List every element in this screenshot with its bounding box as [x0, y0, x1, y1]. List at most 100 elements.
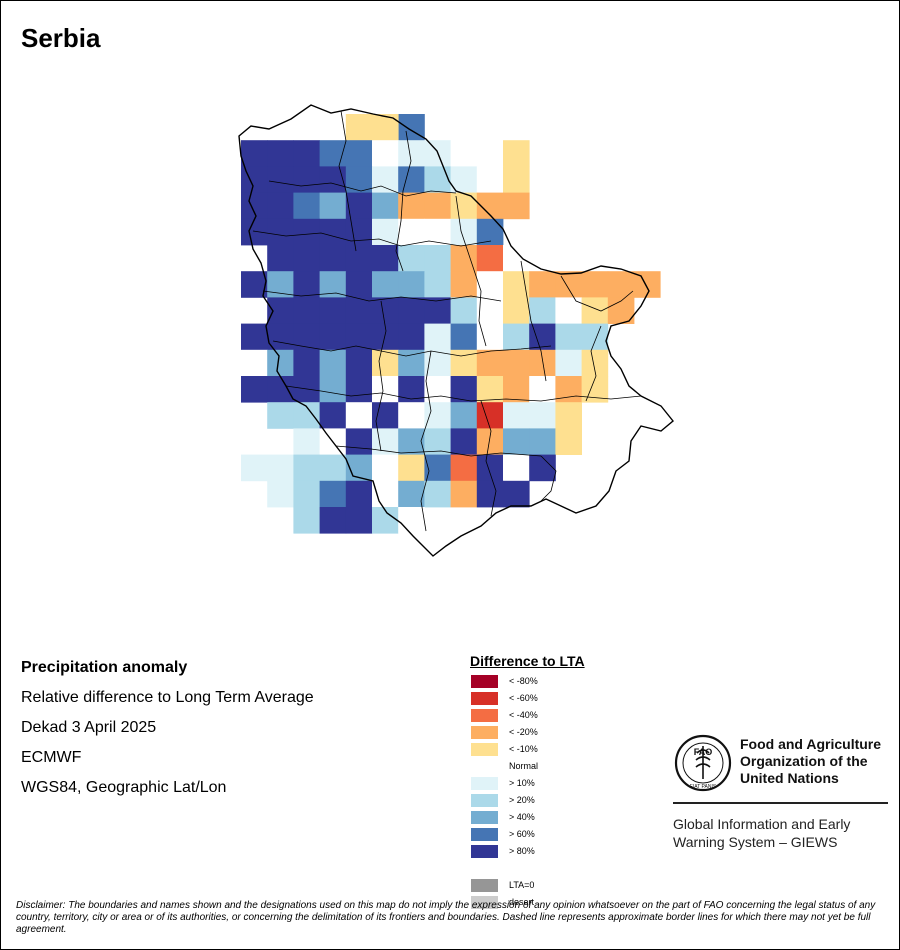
grid-cell [241, 218, 268, 246]
boundary-11 [375, 300, 387, 452]
grid-cell [529, 297, 556, 324]
grid-cell [503, 349, 530, 377]
grid-cell [372, 245, 399, 272]
legend-label: > 60% [509, 829, 535, 839]
grid-cell [398, 218, 425, 246]
map-title: Serbia [21, 23, 101, 53]
grid-cell [529, 349, 556, 377]
legend-item [470, 860, 620, 877]
grid-cell [424, 166, 451, 193]
grid-cell [241, 454, 268, 482]
grid-cell [607, 271, 635, 298]
legend-label: < -80% [509, 676, 538, 686]
grid-cell [555, 323, 582, 351]
grid-cell [293, 349, 320, 377]
grid-cell [267, 297, 294, 324]
grid-cell [398, 507, 425, 534]
grid-cell [476, 376, 504, 403]
legend-label: LTA=0 [509, 880, 535, 890]
grid-cell [319, 376, 347, 403]
grid-cell [345, 402, 373, 429]
grid-cell [241, 166, 268, 193]
boundary-13 [335, 445, 542, 457]
grid-cell [450, 192, 478, 220]
grid-cell [529, 402, 556, 429]
grid-cell [293, 454, 320, 482]
grid-cell [476, 349, 504, 377]
grid-cell [267, 454, 294, 482]
boundary-12 [420, 350, 432, 532]
grid-cell [555, 428, 582, 455]
grid-cell [424, 297, 451, 324]
grid-cell [319, 323, 347, 351]
grid-cell [267, 218, 294, 246]
grid-cell [372, 271, 399, 298]
legend-title: Difference to LTA [470, 653, 585, 669]
legend-swatch [471, 828, 498, 841]
grid-cell [450, 428, 478, 455]
grid-cell [267, 245, 294, 272]
grid-cell [345, 323, 373, 351]
grid-cell [345, 166, 373, 193]
grid-cell [398, 428, 425, 455]
grid-cell [293, 297, 320, 324]
grid-cell [319, 140, 347, 167]
legend-swatch [471, 743, 498, 756]
grid-cell [503, 271, 530, 298]
grid-cell [529, 376, 556, 403]
grid-cell [293, 323, 320, 351]
boundary-3 [338, 110, 357, 252]
grid-cell [372, 376, 399, 403]
grid-cell [476, 245, 504, 272]
legend: Difference to LTA < -80% < -60% < -40% < -2… [470, 653, 620, 911]
grid-cell [503, 140, 530, 167]
grid-cell [476, 480, 504, 508]
grid-cell [319, 480, 347, 508]
legend-swatch [471, 862, 498, 875]
legend-item: < -40% [470, 707, 620, 724]
grid-cell [267, 140, 294, 167]
legend-item: > 40% [470, 809, 620, 826]
grid-cell [424, 192, 451, 220]
grid-cell [398, 323, 425, 351]
legend-item: desert [470, 894, 620, 911]
grid-cell [476, 166, 504, 193]
grid-cell [476, 140, 504, 167]
grid-cell [319, 349, 347, 377]
boundary-14 [480, 400, 497, 517]
fao-divider [673, 802, 888, 804]
boundary-6 [455, 195, 487, 347]
legend-label: < -10% [509, 744, 538, 754]
info-line-description: Relative difference to Long Term Average [21, 689, 314, 706]
grid-cell [398, 271, 425, 298]
anomaly-grid [241, 114, 661, 534]
legend-item: < -80% [470, 673, 620, 690]
grid-cell [529, 454, 556, 482]
legend-label: Normal [509, 761, 539, 771]
grid-cell [476, 297, 504, 324]
grid-cell [503, 376, 530, 403]
grid-cell [450, 454, 478, 482]
grid-cell [372, 114, 399, 141]
grid-cell [398, 454, 425, 482]
grid-cell [424, 271, 451, 298]
grid-cell [345, 245, 373, 272]
grid-cell [398, 480, 425, 508]
grid-cell [503, 323, 530, 351]
legend-swatch [471, 896, 498, 909]
grid-cell [555, 349, 582, 377]
grid-cell [241, 349, 268, 377]
grid-cell [450, 218, 478, 246]
legend-item: LTA=0 [470, 877, 620, 894]
grid-cell [581, 323, 609, 351]
legend-item: > 60% [470, 826, 620, 843]
boundary-10 [285, 385, 642, 402]
boundary-4 [395, 130, 412, 272]
grid-cell [372, 402, 399, 429]
grid-cell [345, 428, 373, 455]
grid-cell [424, 480, 451, 508]
grid-cell [319, 507, 347, 534]
legend-label: > 10% [509, 778, 535, 788]
legend-label: < -20% [509, 727, 538, 737]
grid-cell [503, 192, 530, 220]
